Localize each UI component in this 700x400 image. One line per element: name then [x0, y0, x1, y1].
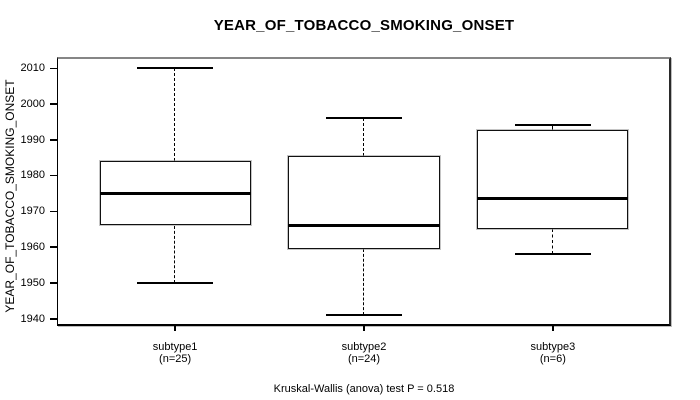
y-tick-mark: [50, 139, 58, 141]
y-tick-mark: [50, 103, 58, 105]
whisker-upper-subtype3: [552, 125, 554, 130]
y-tick-mark: [50, 318, 58, 320]
whisker-cap-lower-subtype3: [515, 253, 591, 256]
whisker-cap-lower-subtype1: [137, 281, 213, 284]
group-label-subtype3: subtype3: [530, 341, 576, 353]
group-sublabel-subtype3: (n=6): [539, 353, 566, 365]
whisker-upper-subtype1: [174, 68, 176, 162]
y-tick-mark: [50, 67, 58, 70]
x-tick-mark-subtype1: [174, 325, 176, 331]
y-tick-label: 2000: [20, 97, 45, 110]
group-sublabel-subtype2: (n=24): [347, 353, 381, 365]
median-line-subtype3: [477, 197, 629, 201]
y-tick-mark: [50, 174, 58, 177]
group-label-subtype2: subtype2: [341, 341, 387, 353]
whisker-upper-subtype2: [363, 118, 365, 156]
median-line-subtype2: [288, 224, 440, 227]
x-tick-mark-subtype2: [363, 325, 365, 331]
group-sublabel-subtype1: (n=25): [159, 353, 192, 365]
whisker-cap-upper-subtype3: [515, 124, 591, 127]
y-tick-label: 1950: [20, 276, 45, 289]
y-tick-mark: [50, 210, 58, 213]
chart-title: YEAR_OF_TOBACCO_SMOKING_ONSET: [213, 17, 515, 34]
y-tick-label: 2010: [20, 62, 45, 75]
y-tick-label: 1960: [20, 240, 45, 253]
y-tick-mark: [50, 282, 58, 284]
stat-test-label: Kruskal-Wallis (anova) test P = 0.518: [273, 383, 455, 395]
y-tick-label: 1940: [20, 312, 45, 325]
y-tick-label: 1970: [20, 205, 45, 218]
whisker-cap-upper-subtype2: [326, 117, 402, 120]
group-label-subtype1: subtype1: [152, 341, 198, 353]
iqr-box-subtype2: [288, 155, 440, 249]
median-line-subtype1: [99, 191, 251, 195]
iqr-box-subtype3: [477, 129, 629, 230]
y-tick-mark: [50, 246, 58, 248]
whisker-cap-upper-subtype1: [137, 67, 213, 70]
whisker-lower-subtype1: [174, 225, 176, 283]
y-tick-label: 1980: [20, 169, 45, 182]
whisker-lower-subtype3: [552, 229, 554, 255]
x-tick-mark-subtype3: [552, 325, 554, 331]
whisker-cap-lower-subtype2: [326, 313, 402, 316]
whisker-lower-subtype2: [363, 248, 365, 315]
y-tick-label: 1990: [20, 133, 45, 146]
